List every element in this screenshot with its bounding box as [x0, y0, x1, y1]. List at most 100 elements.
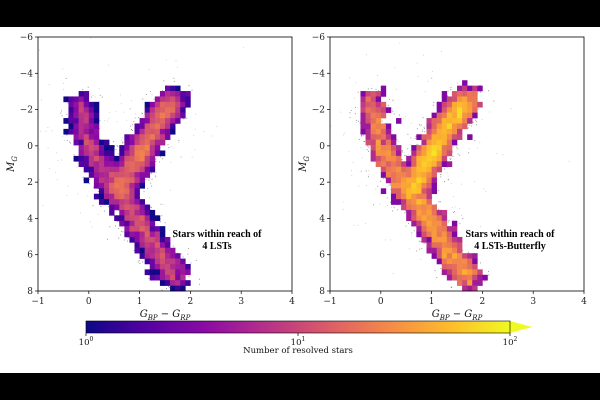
background-star	[476, 147, 478, 149]
heatmap-bin	[170, 253, 176, 259]
heatmap-bin	[436, 118, 443, 124]
background-star	[388, 98, 391, 100]
y-tick-label: 6	[27, 251, 33, 261]
background-star	[107, 120, 109, 122]
heatmap-bin	[436, 220, 443, 227]
heatmap-bin	[139, 177, 145, 184]
heatmap-bin	[154, 253, 161, 259]
background-star	[451, 207, 453, 208]
background-star	[423, 126, 425, 128]
heatmap-bin	[441, 209, 448, 216]
heatmap-bin	[170, 107, 176, 113]
background-star	[358, 138, 360, 140]
background-star	[360, 147, 362, 149]
heatmap-bin	[370, 107, 377, 113]
heatmap-bin	[462, 80, 468, 86]
heatmap-bin	[149, 145, 156, 151]
heatmap-bin	[365, 107, 371, 113]
heatmap-bin	[360, 118, 366, 124]
heatmap-bin	[375, 107, 382, 113]
heatmap-bin	[436, 161, 443, 167]
heatmap-bin	[446, 128, 453, 135]
heatmap-bin	[124, 193, 130, 200]
heatmap-bin	[83, 112, 90, 119]
heatmap-bin	[139, 155, 145, 162]
heatmap-bin	[78, 118, 85, 124]
heatmap-bin	[144, 161, 151, 167]
heatmap-bin	[104, 199, 110, 205]
colorbar: 100 101 102 Number of resolved stars	[79, 320, 532, 356]
heatmap-bin	[390, 161, 397, 167]
background-star	[375, 188, 377, 190]
heatmap-bin	[165, 101, 171, 108]
heatmap-bin	[93, 155, 100, 162]
y-axis-ticks: −6 −4 −2 0 2 4 6 8	[20, 33, 38, 297]
background-star	[433, 101, 435, 103]
heatmap-bin	[119, 188, 125, 195]
heatmap-bin	[385, 166, 392, 173]
heatmap-bin	[441, 161, 448, 167]
heatmap-bin	[149, 236, 156, 243]
heatmap-bin	[149, 274, 156, 281]
heatmap-bin	[104, 166, 110, 173]
heatmap-bin	[114, 188, 120, 195]
heatmap-bin	[416, 188, 422, 195]
heatmap-bin	[109, 145, 115, 151]
heatmap-bin	[175, 269, 181, 276]
background-star	[399, 42, 401, 44]
heatmap-bin	[175, 285, 181, 292]
heatmap-bin	[472, 269, 478, 276]
background-star	[401, 158, 403, 160]
background-star	[45, 130, 47, 132]
heatmap-bin	[365, 91, 371, 97]
heatmap-bin	[421, 161, 427, 167]
heatmap-bin	[451, 274, 458, 281]
heatmap-bin	[416, 150, 422, 157]
heatmap-bin	[83, 150, 90, 157]
heatmap-bin	[119, 172, 125, 178]
background-star	[568, 160, 570, 162]
heatmap-bin	[446, 226, 453, 232]
heatmap-bin	[436, 215, 443, 222]
background-star	[386, 197, 388, 199]
heatmap-bin	[98, 199, 105, 205]
background-star	[372, 204, 375, 206]
background-star	[154, 175, 156, 177]
heatmap-bin	[175, 107, 181, 113]
background-star	[131, 128, 133, 130]
background-star	[479, 262, 482, 264]
heatmap-bin	[441, 269, 448, 276]
heatmap-bin	[431, 215, 437, 222]
background-star	[480, 226, 482, 228]
background-star	[361, 157, 363, 159]
heatmap-bin	[375, 139, 382, 146]
heatmap-bin	[88, 112, 95, 119]
background-star	[436, 277, 438, 279]
background-star	[150, 173, 152, 175]
heatmap-bin	[104, 145, 110, 151]
background-star	[423, 54, 424, 56]
heatmap-bin	[98, 172, 105, 178]
background-star	[97, 188, 99, 190]
y-tick-label: −4	[20, 69, 34, 79]
heatmap-bin	[83, 118, 90, 124]
background-star	[66, 134, 68, 136]
heatmap-bin	[462, 123, 468, 130]
heatmap-bin	[129, 215, 135, 222]
heatmap-bin	[93, 193, 100, 200]
heatmap-bin	[467, 85, 473, 92]
heatmap-bin	[134, 145, 140, 151]
heatmap-bin	[431, 172, 437, 178]
background-star	[387, 205, 389, 206]
heatmap-bin	[441, 258, 448, 265]
heatmap-bin	[431, 134, 437, 140]
background-star	[407, 133, 409, 135]
heatmap-bin	[149, 134, 156, 140]
background-star	[56, 152, 58, 154]
heatmap-bin	[385, 161, 392, 167]
heatmap-bin	[139, 215, 145, 222]
heatmap-bin	[396, 177, 402, 184]
background-star	[404, 155, 406, 157]
heatmap-bin	[396, 118, 402, 124]
heatmap-bin	[139, 236, 145, 243]
